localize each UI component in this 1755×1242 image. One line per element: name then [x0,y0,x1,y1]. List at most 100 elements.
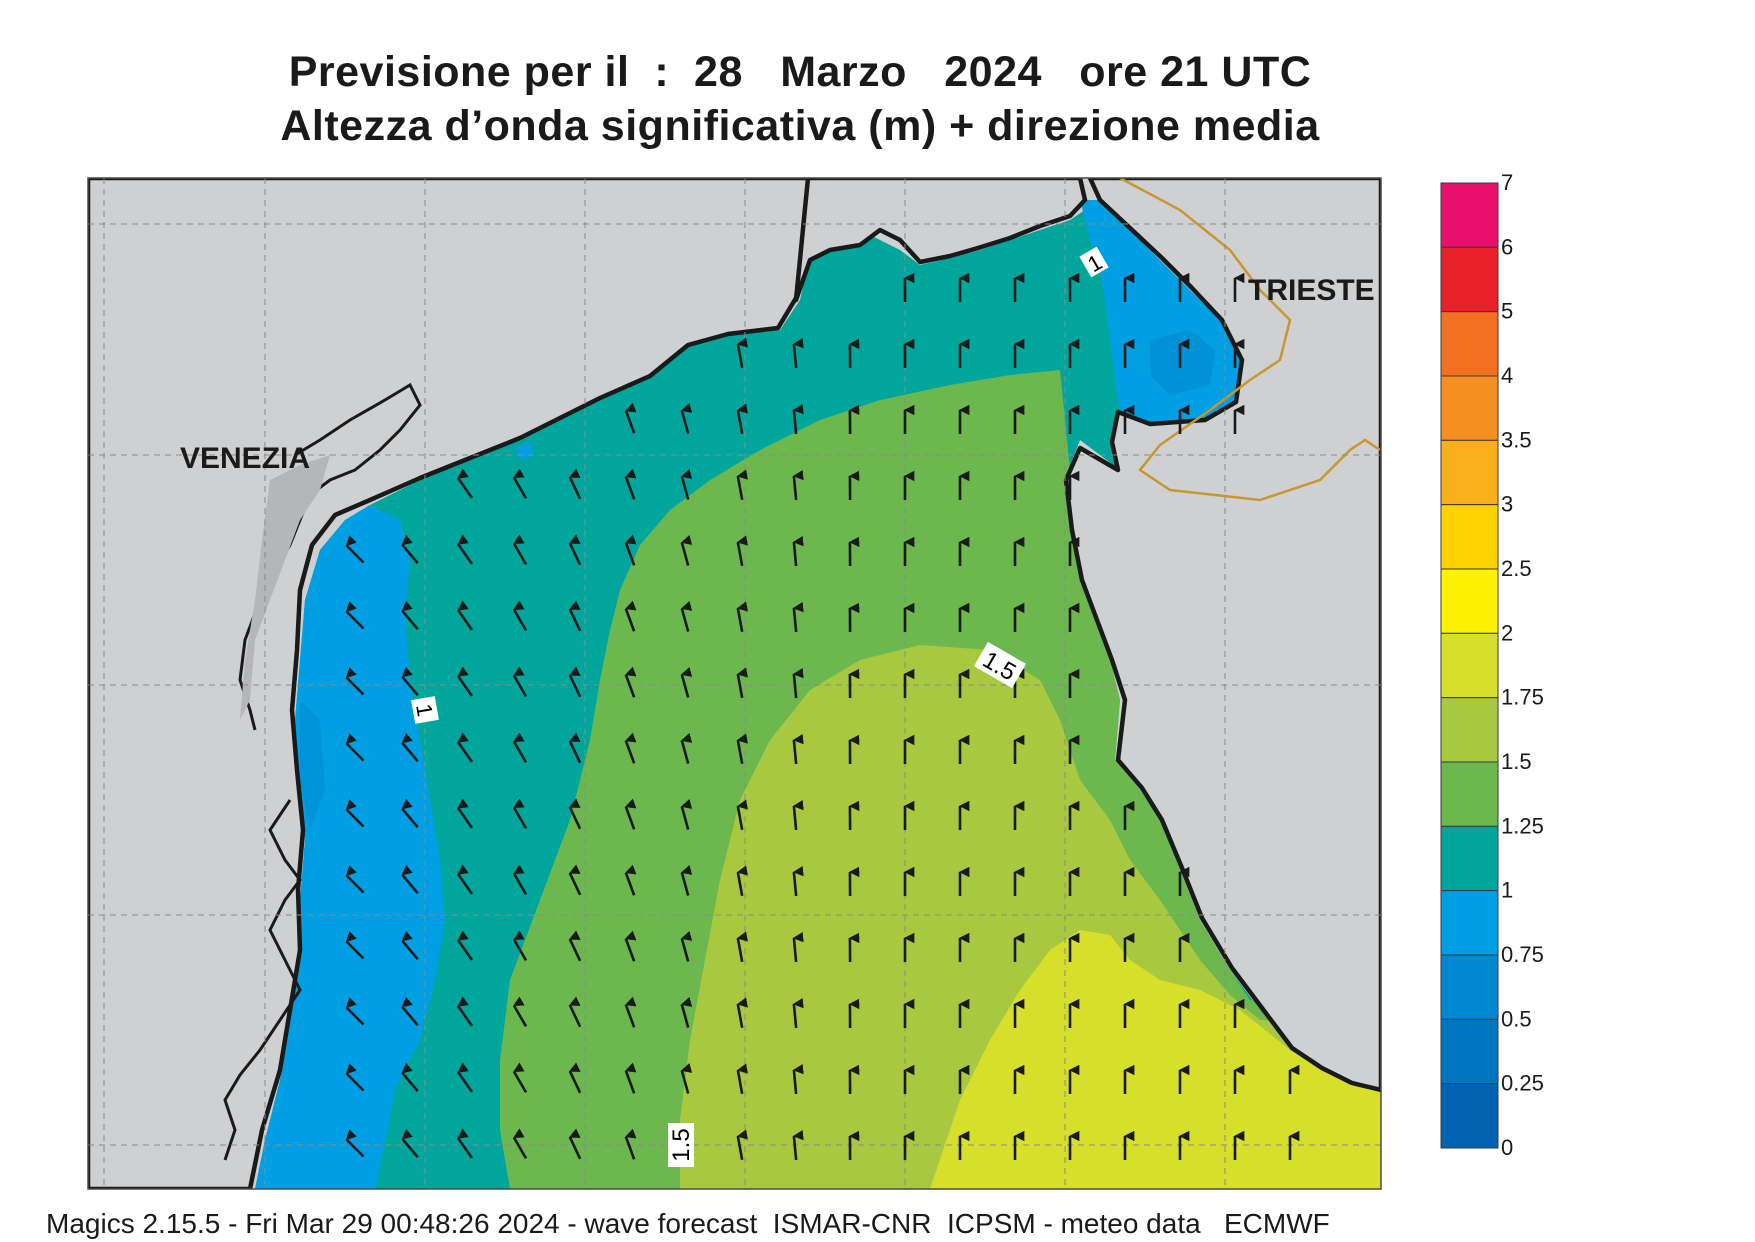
wave-direction-arrow [792,535,804,567]
city-label-trieste: TRIESTE [1248,274,1375,307]
wave-direction-arrow [512,666,528,698]
wave-direction-arrow [736,667,748,699]
wave-direction-arrow [457,666,473,697]
legend-band [1440,246,1499,313]
title-variable: Altezza d’onda significativa (m) + direz… [280,102,1320,150]
wave-direction-arrow [345,799,365,828]
wave-direction-arrow [512,600,528,632]
wave-direction-arrow [736,931,748,963]
wave-direction-arrow [792,667,804,699]
wave-direction-arrow [680,930,693,962]
wave-direction-arrow [624,1062,637,1094]
sea-band-1.75-2 [930,930,1381,1189]
legend-tick-label: 2 [1501,620,1513,645]
wave-direction-arrow [792,931,804,963]
wave-direction-arrow [512,930,528,962]
wave-direction-arrow [624,930,637,962]
legend-tick-label: 1.5 [1501,749,1532,774]
wave-direction-arrow [680,534,693,566]
wave-direction-arrow [568,600,582,632]
wave-direction-arrow [457,534,473,565]
color-legend: 7 6 5 4 3.5 3 2.5 2 1.75 1.5 1.25 1 0.75 0.5 0.25 0 [1440,170,1544,1160]
land-north-coast [793,178,1088,303]
legend-tick-label: 6 [1501,234,1513,259]
legend-band [1440,439,1499,506]
legend-band [1440,1083,1499,1149]
sea-band-0.5-0.75-west [300,700,325,830]
sea-band-0.75-1-west [255,505,445,1189]
wave-direction-arrow [401,930,419,961]
contour-label-south: 1.5 [668,1123,695,1167]
wave-direction-arrow [792,601,804,633]
wave-direction-arrow [457,798,473,829]
wave-direction-arrow [736,469,748,501]
svg-text:1.5: 1.5 [668,1128,695,1161]
legend-band [1440,182,1499,248]
venezia-land-patch [240,455,330,720]
wave-direction-arrow [792,1129,804,1161]
legend-tick-label: 5 [1501,299,1513,324]
wave-direction-arrow [624,600,637,632]
wave-direction-arrow [457,468,473,499]
wave-direction-arrow [568,930,582,962]
legend-band [1440,568,1499,634]
wave-direction-arrow [345,667,365,696]
legend-tick-label: 0.5 [1501,1006,1532,1031]
wave-direction-arrow [624,666,637,698]
wave-direction-arrow [736,337,748,369]
legend-band [1440,954,1499,1020]
wave-direction-arrow [401,1062,419,1093]
wave-direction-arrows [345,272,1300,1161]
wave-direction-arrow [345,733,365,762]
wave-direction-arrow [345,865,365,894]
land-east-coast [1063,178,1381,1093]
legend-band [1440,311,1499,377]
wave-direction-arrow [401,1128,419,1159]
wave-direction-arrow [736,799,748,831]
footer-credits: Magics 2.15.5 - Fri Mar 29 00:48:26 2024… [46,1208,1330,1239]
wave-direction-arrow [680,996,693,1028]
wave-direction-arrow [736,535,748,567]
national-border [1119,178,1381,502]
wave-direction-arrow [568,798,582,830]
wave-direction-arrow [624,996,637,1028]
legend-tick-label: 0.25 [1501,1071,1544,1096]
wave-direction-arrow [457,732,473,763]
wave-direction-arrow [568,1128,582,1160]
wave-direction-arrow [736,1129,748,1161]
wave-direction-arrow [792,403,804,435]
legend-tick-label: 0.75 [1501,942,1544,967]
wave-direction-arrow [457,1062,473,1093]
wave-direction-arrow [624,534,637,566]
legend-band [1440,890,1499,956]
wave-direction-arrow [512,1128,528,1160]
wave-direction-arrow [736,403,748,435]
wave-direction-arrow [512,864,528,896]
wave-direction-arrow [568,864,582,896]
legend-tick-label: 3 [1501,492,1513,517]
sea-band-0.5-0.75-trieste [1150,330,1215,395]
wave-direction-arrow [401,666,419,697]
city-label-venezia: VENEZIA [180,442,310,475]
wave-direction-arrow [512,996,528,1028]
svg-text:1: 1 [411,702,438,718]
wave-direction-arrow [680,666,693,698]
wave-direction-arrow [457,930,473,961]
wave-direction-arrow [792,1063,804,1095]
wave-direction-arrow [568,534,582,566]
legend-tick-label: 0 [1501,1135,1513,1160]
wave-direction-arrow [568,996,582,1028]
wave-direction-arrow [736,865,748,897]
wave-direction-arrow [345,535,365,564]
legend-tick-label: 1.75 [1501,685,1544,710]
wave-direction-arrow [401,996,419,1027]
legend-band [1440,761,1499,827]
legend-tick-label: 1 [1501,878,1513,903]
wave-direction-arrow [736,997,748,1029]
wave-direction-arrow [624,1128,637,1160]
legend-band [1440,697,1499,763]
wave-direction-arrow [792,733,804,765]
wave-direction-arrow [680,600,693,632]
wave-direction-arrow [401,732,419,763]
